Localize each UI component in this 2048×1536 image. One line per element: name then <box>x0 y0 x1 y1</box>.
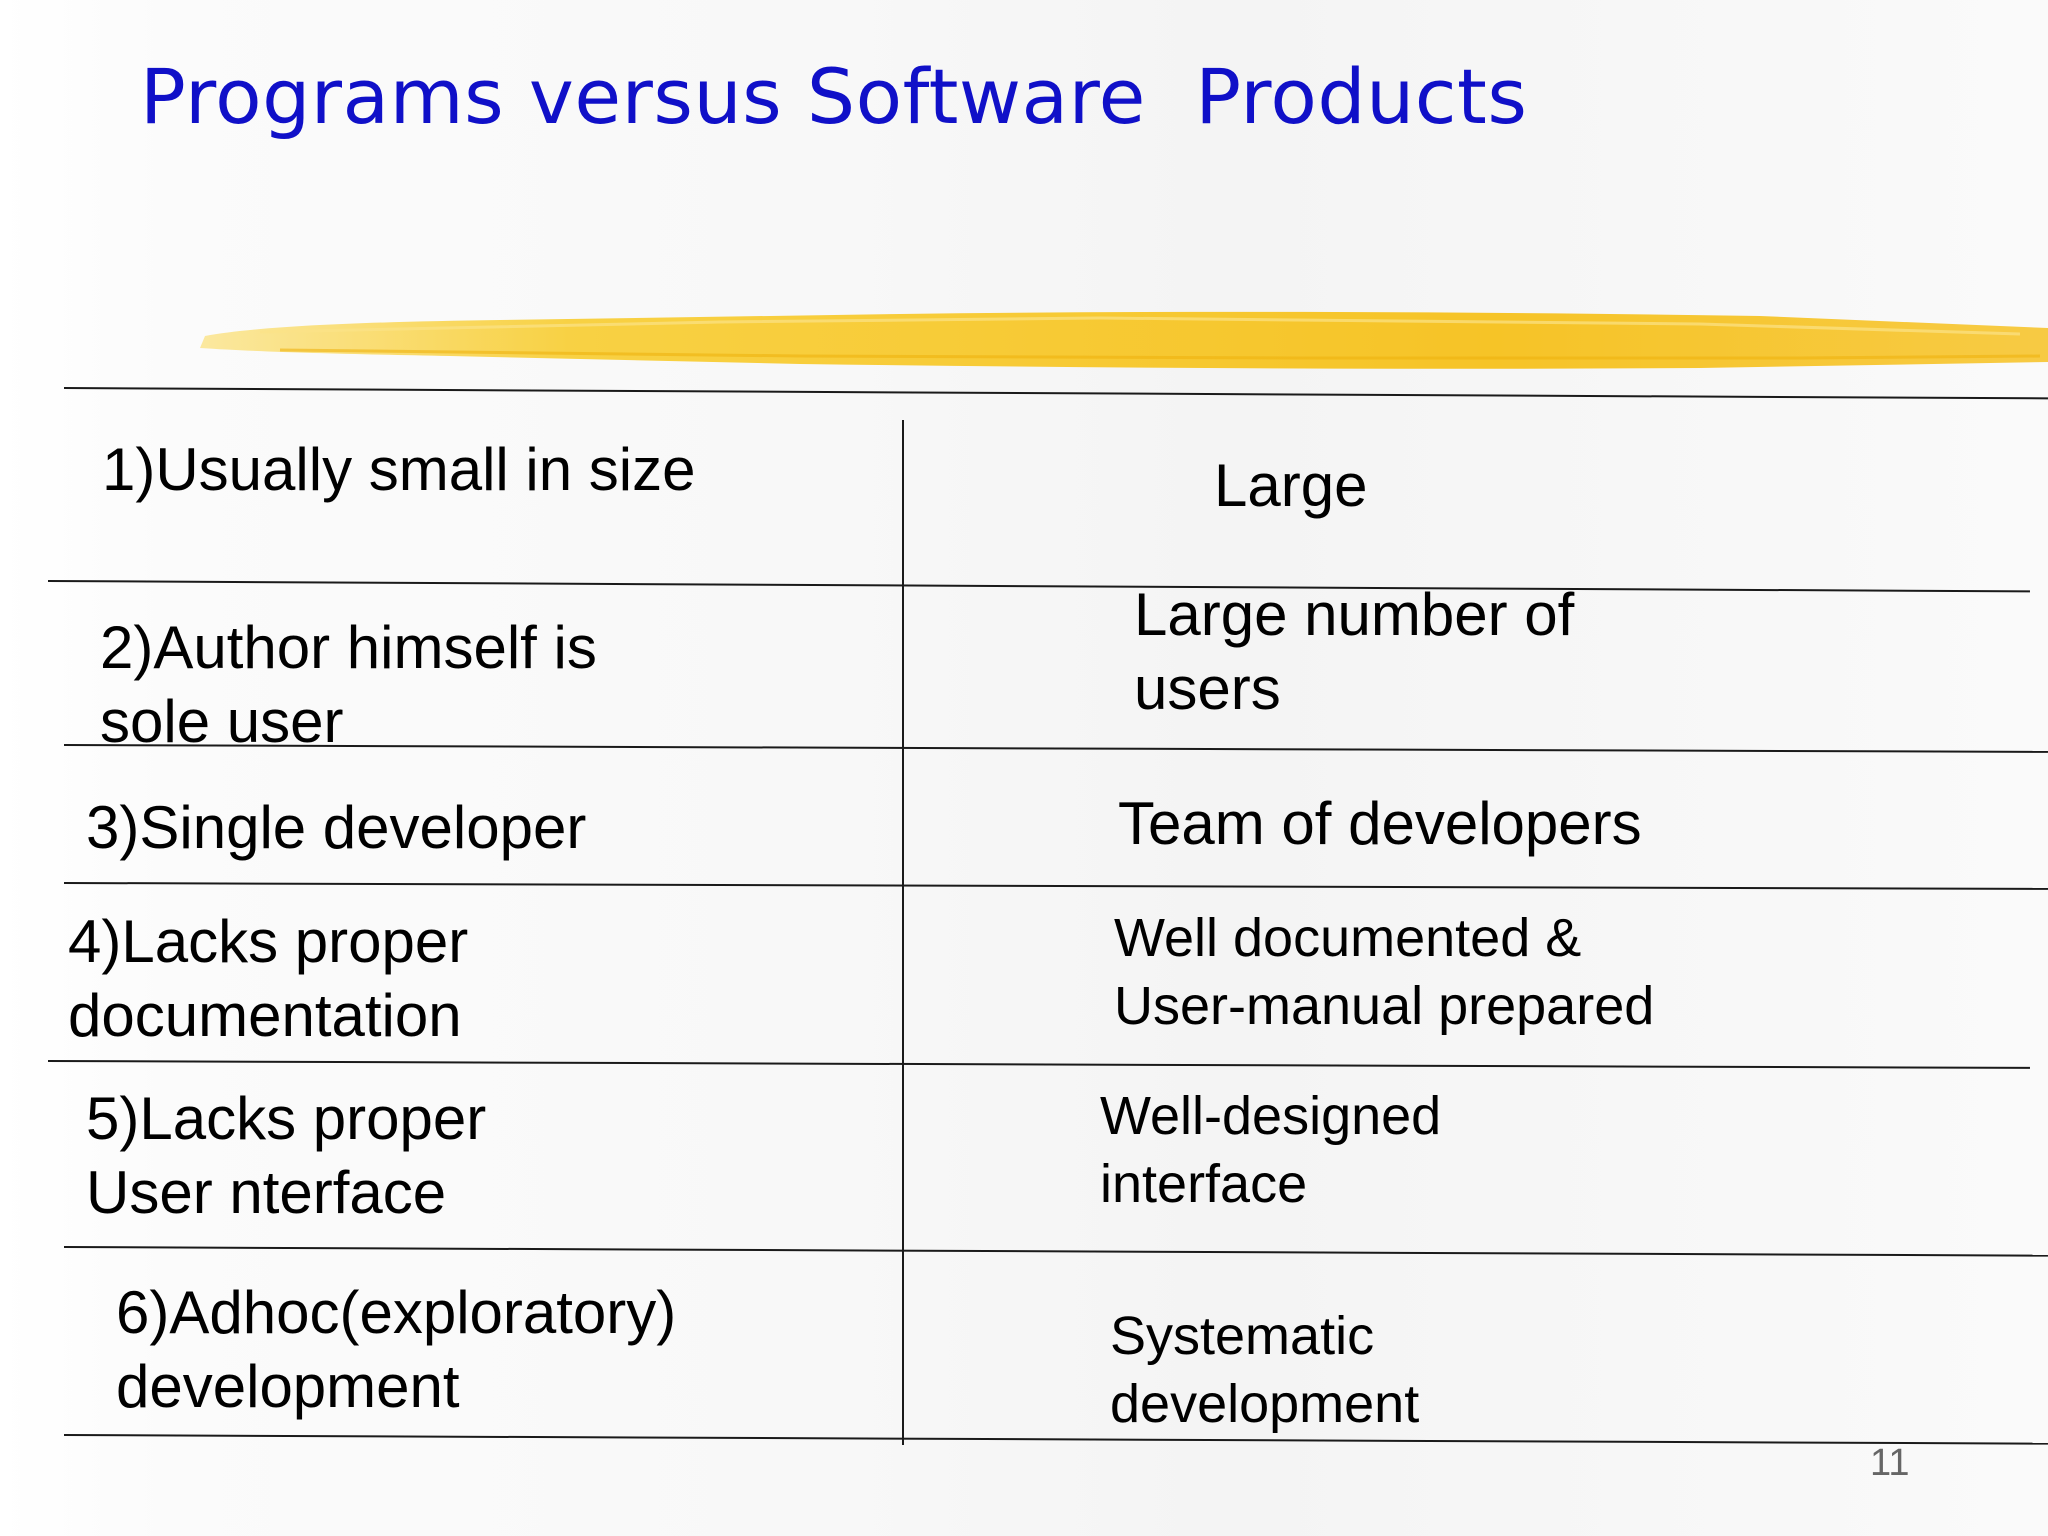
program-cell-1: 1)Usually small in size <box>102 436 696 503</box>
table-rule-bottom <box>63 1434 2048 1445</box>
column-divider <box>902 420 904 1445</box>
program-cell-3: 3)Single developer <box>86 794 587 861</box>
highlighter-stroke <box>200 311 2048 369</box>
page-number: 11 <box>1870 1442 1910 1484</box>
product-cell-3: Team of developers <box>1118 790 1642 857</box>
slide-title: Programs versus Software Products <box>140 52 1528 141</box>
table-rule <box>47 580 2030 593</box>
table-rule <box>63 1246 2048 1257</box>
program-cell-6: 6)Adhoc(exploratory) development <box>116 1279 677 1420</box>
program-cell-5: 5)Lacks proper User nterface <box>86 1085 487 1226</box>
product-cell-5: Well-designed interface <box>1100 1086 1442 1214</box>
table-rule <box>47 1060 2030 1069</box>
product-cell-6: Systematic development <box>1110 1306 1420 1434</box>
product-cell-1: Large <box>1214 452 1368 519</box>
product-cell-4: Well documented & User-manual prepared <box>1114 908 1655 1036</box>
program-cell-4: 4)Lacks proper documentation <box>68 908 469 1049</box>
table-rule <box>63 882 2048 890</box>
product-cell-2: Large number of users <box>1134 581 1575 722</box>
program-cell-2: 2)Author himself is sole user <box>100 614 597 755</box>
table-rule-top <box>63 387 2048 400</box>
